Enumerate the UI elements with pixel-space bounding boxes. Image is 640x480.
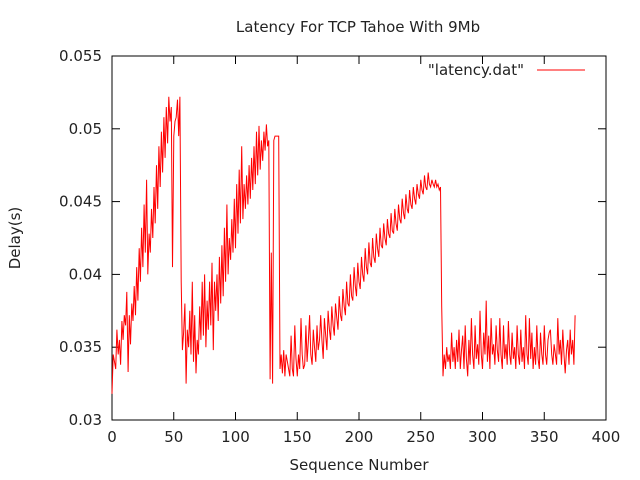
y-axis: 0.03 0.035 0.04 0.045 0.05 0.055 (59, 47, 606, 429)
legend-label: "latency.dat" (428, 61, 524, 79)
y-tick-label: 0.03 (69, 411, 102, 429)
x-tick-label: 0 (107, 428, 117, 446)
x-tick-label: 200 (345, 428, 374, 446)
x-tick-label: 100 (221, 428, 250, 446)
series-lines (111, 96, 576, 394)
y-tick-label: 0.035 (59, 338, 102, 356)
x-tick-label: 50 (164, 428, 183, 446)
x-tick-label: 350 (530, 428, 559, 446)
y-tick-label: 0.055 (59, 47, 102, 65)
chart-title: Latency For TCP Tahoe With 9Mb (236, 18, 480, 36)
y-tick-label: 0.04 (69, 265, 102, 283)
y-axis-label: Delay(s) (6, 207, 24, 270)
x-tick-label: 250 (406, 428, 435, 446)
x-tick-label: 300 (468, 428, 497, 446)
x-tick-label: 150 (283, 428, 312, 446)
legend: "latency.dat" (428, 61, 585, 79)
x-axis-label: Sequence Number (289, 456, 429, 474)
series-line (111, 96, 576, 394)
x-tick-label: 400 (592, 428, 621, 446)
y-tick-label: 0.045 (59, 193, 102, 211)
x-axis: 0 50 100 150 200 250 300 350 400 (107, 56, 620, 446)
y-tick-label: 0.05 (69, 120, 102, 138)
